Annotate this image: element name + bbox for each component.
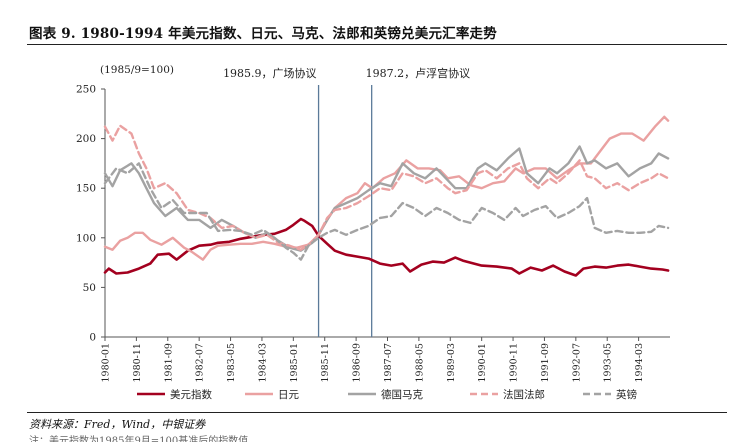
legend-label: 英镑: [616, 388, 637, 401]
series-line: [103, 217, 670, 277]
x-tick-label: 1994-03: [634, 343, 645, 382]
x-tick-label: 1991-09: [540, 343, 551, 382]
legend-label: 法国法郎: [503, 388, 545, 401]
x-tick-label: 1982-07: [195, 343, 206, 382]
x-tick-label: 1985-01: [289, 343, 300, 382]
x-tick-label: 1984-03: [257, 343, 268, 382]
legend-label: 德国马克: [381, 388, 423, 401]
x-tick-label: 1990-01: [477, 343, 488, 382]
y-tick-label: 50: [83, 282, 96, 294]
source-rule: [27, 412, 727, 413]
title-rule: [27, 44, 727, 45]
annotation-label: 1985.9，广场协议: [223, 66, 317, 80]
annotation-lines: 1985.9，广场协议 1987.2，卢浮宫协议: [223, 66, 470, 337]
x-tick-label: 1992-07: [571, 343, 582, 382]
x-tick-label: 1987-07: [383, 343, 394, 382]
source-note: 资料来源：Fred，Wind，中银证券: [29, 418, 206, 431]
series-line: [103, 145, 670, 252]
x-tick-label: 1986-09: [352, 343, 363, 382]
truncated-note: 注：美元指数为1985年9月=100基准后的指数值: [29, 436, 249, 442]
x-tick-label: 1981-09: [163, 343, 174, 382]
chart-legend: 美元指数 日元 德国马克 法国法郎 英镑: [137, 388, 637, 401]
x-tick-label: 1985-11: [320, 343, 331, 382]
y-tick-label: 0: [89, 332, 96, 344]
series-line: [103, 124, 670, 251]
legend-label: 日元: [278, 389, 299, 401]
x-tick-label: 1983-05: [226, 343, 237, 382]
base-note: (1985/9=100): [100, 64, 174, 76]
annotation-label: 1987.2，卢浮宫协议: [366, 66, 471, 80]
y-tick-label: 150: [76, 183, 96, 195]
series-line: [103, 162, 670, 261]
series-lines: [103, 115, 670, 277]
y-tick-label: 100: [76, 232, 96, 244]
x-tick-label: 1989-03: [446, 343, 457, 382]
x-tick-label: 1980-01: [101, 343, 112, 382]
chart-axes: (1985/9=100) 0 50 100 150 200 250 1980-01 1980-1…: [76, 64, 670, 382]
x-tick-label: 1990-11: [509, 343, 520, 382]
y-tick-label: 200: [76, 133, 96, 145]
legend-label: 美元指数: [170, 388, 212, 401]
y-tick-label: 250: [76, 84, 96, 96]
x-tick-label: 1980-11: [132, 343, 143, 382]
figure-title: 图表 9. 1980-1994 年美元指数、日元、马克、法郎和英镑兑美元汇率走势: [29, 26, 497, 42]
x-tick-label: 1993-05: [603, 343, 614, 382]
x-tick-label: 1988-05: [414, 343, 425, 382]
